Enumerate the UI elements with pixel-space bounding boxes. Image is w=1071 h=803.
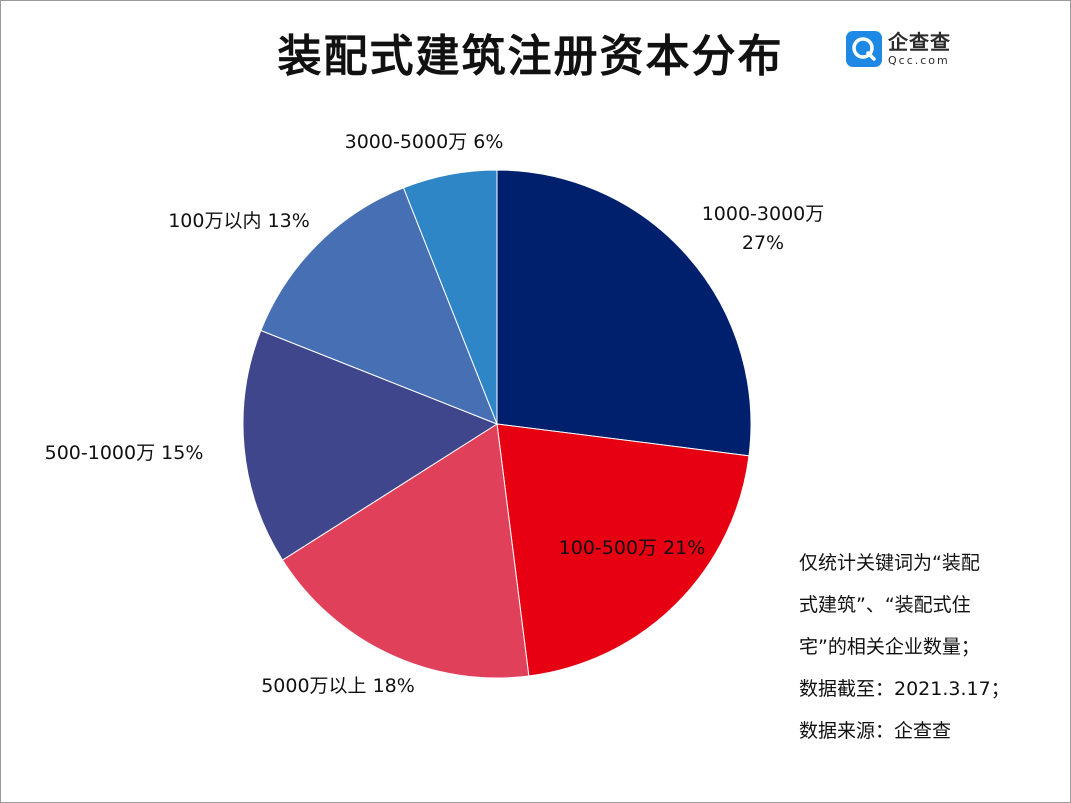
pie-slice [496, 423, 750, 677]
chart-title-text: 装配式建筑注册资本分布 [277, 31, 784, 82]
slice-label-line: 100-500万 21% [559, 537, 706, 559]
slice-label: 5000万以上 18% [261, 675, 415, 697]
pie-slice [260, 187, 498, 425]
slice-label: 100万以内 13% [168, 210, 310, 232]
qcc-logo: 企查查 Qcc.com [846, 31, 951, 67]
pie-slice [281, 423, 530, 679]
slice-label: 1000-3000万 27% [702, 203, 825, 254]
chart-title: 装配式建筑注册资本分布 [0, 20, 1071, 84]
pie-slice [496, 169, 752, 457]
pie-slice [242, 329, 499, 561]
footnote-line: 数据来源：企查查 [799, 720, 952, 742]
pie-slices [242, 169, 752, 679]
logo-name: 企查查 [888, 30, 951, 54]
slice-label-line: 5000万以上 18% [261, 675, 415, 697]
footnote-line: 数据截至：2021.3.17； [799, 678, 1010, 700]
footnote-line: 仅统计关键词为“装配 [799, 552, 980, 574]
pie-slice [402, 169, 498, 425]
slice-label: 100-500万 21% [559, 537, 706, 559]
slice-label-line: 100万以内 13% [168, 210, 310, 232]
pie-labels: 1000-3000万 27% 100-500万 21% 5000万以上 18% 500-… [45, 131, 825, 697]
footnote-line: 式建筑”、“装配式住 [799, 594, 971, 616]
logo-domain: Qcc.com [888, 54, 950, 67]
slice-label-line: 1000-3000万 [702, 203, 825, 225]
slice-label: 3000-5000万 6% [345, 131, 504, 153]
qcc-logo-icon [846, 31, 882, 67]
slice-label-line: 27% [742, 232, 784, 254]
footnote-line: 宅”的相关企业数量； [799, 636, 980, 658]
footnote: 仅统计关键词为“装配 式建筑”、“装配式住 宅”的相关企业数量； 数据截至：20… [799, 542, 1049, 752]
slice-label-line: 500-1000万 15% [45, 442, 204, 464]
slice-label: 500-1000万 15% [45, 442, 204, 464]
slice-label-line: 3000-5000万 6% [345, 131, 504, 153]
